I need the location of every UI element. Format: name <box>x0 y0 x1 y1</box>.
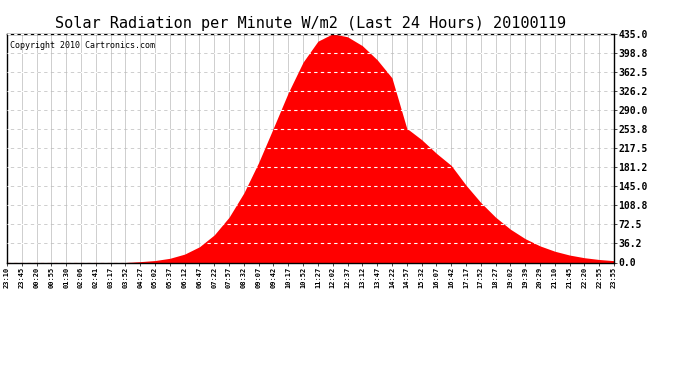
Title: Solar Radiation per Minute W/m2 (Last 24 Hours) 20100119: Solar Radiation per Minute W/m2 (Last 24… <box>55 16 566 31</box>
Text: Copyright 2010 Cartronics.com: Copyright 2010 Cartronics.com <box>10 40 155 50</box>
